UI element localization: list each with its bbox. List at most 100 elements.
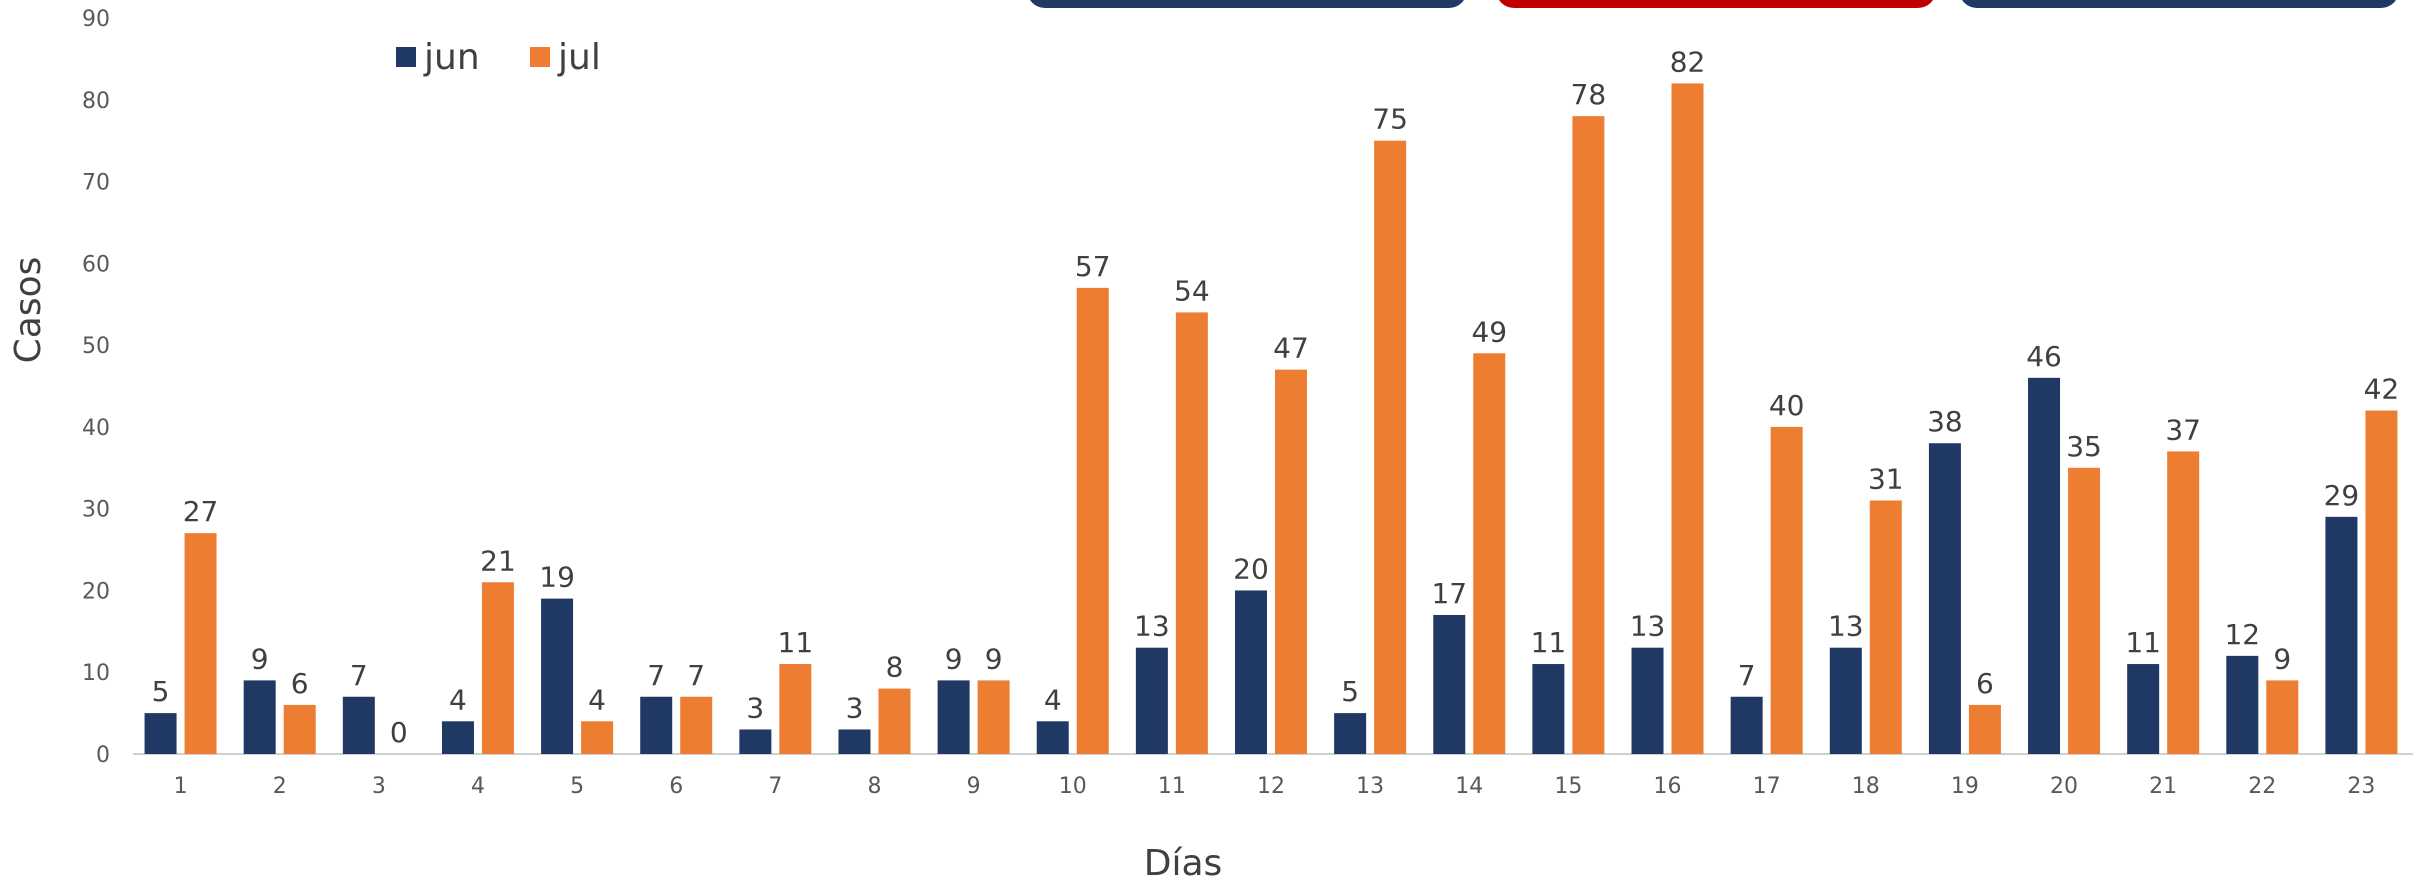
legend-label-jul: jul: [557, 37, 601, 78]
bar-jul-21: [2167, 451, 2200, 754]
bar-jun-4: [441, 721, 474, 754]
data-label-jun-14: 17: [1431, 577, 1467, 610]
bar-jun-23: [2325, 516, 2358, 754]
data-label-jul-21: 37: [2165, 413, 2201, 446]
x-tick-label: 10: [1059, 774, 1087, 799]
bar-jun-7: [739, 729, 772, 754]
x-tick-label: 8: [867, 774, 881, 799]
y-tick-label: 10: [82, 661, 110, 686]
x-tick-label: 5: [570, 774, 584, 799]
data-label-jun-3: 7: [350, 659, 368, 692]
bar-jul-10: [1076, 287, 1109, 754]
x-tick-label: 7: [768, 774, 782, 799]
bar-jun-21: [2127, 664, 2160, 754]
bar-jul-9: [977, 680, 1010, 754]
data-label-jul-12: 47: [1273, 332, 1309, 365]
bar-jun-15: [1532, 664, 1565, 754]
data-label-jun-4: 4: [449, 683, 467, 716]
top-tabs: [1030, 0, 2396, 8]
data-label-jul-2: 6: [291, 667, 309, 700]
bar-jun-13: [1334, 713, 1367, 754]
bar-jun-1: [144, 713, 177, 754]
y-tick-label: 80: [82, 89, 110, 114]
bar-jul-19: [1968, 704, 2001, 754]
data-label-jun-9: 9: [945, 642, 963, 675]
data-label-jun-16: 13: [1630, 610, 1666, 643]
x-tick-label: 1: [174, 774, 188, 799]
data-label-jun-12: 20: [1233, 552, 1269, 585]
x-tick-label: 11: [1158, 774, 1186, 799]
data-label-jul-5: 4: [588, 683, 606, 716]
x-tick-label: 17: [1753, 774, 1781, 799]
data-label-jun-23: 29: [2324, 479, 2360, 512]
data-label-jun-17: 7: [1738, 659, 1756, 692]
x-tick-label: 16: [1654, 774, 1682, 799]
x-tick-label: 21: [2149, 774, 2177, 799]
legend-swatch-jun: [396, 47, 416, 67]
data-label-jun-11: 13: [1134, 610, 1170, 643]
bar-jul-18: [1869, 500, 1902, 754]
y-tick-label: 0: [96, 743, 110, 768]
bar-jul-4: [481, 582, 514, 754]
data-label-jul-10: 57: [1075, 250, 1111, 283]
data-label-jul-6: 7: [687, 659, 705, 692]
data-label-jun-20: 46: [2026, 340, 2062, 373]
bar-jul-17: [1770, 426, 1803, 754]
top-tab-shape: [1962, 0, 2396, 8]
x-tick-label: 6: [669, 774, 683, 799]
legend-swatch-jul: [530, 47, 550, 67]
x-tick-label: 12: [1257, 774, 1285, 799]
x-tick-label: 4: [471, 774, 485, 799]
bar-jun-8: [838, 729, 871, 754]
bar-jun-6: [640, 696, 673, 754]
x-tick-label: 2: [273, 774, 287, 799]
x-tick-label: 15: [1554, 774, 1582, 799]
bar-jun-17: [1730, 696, 1763, 754]
x-tick-label: 18: [1852, 774, 1880, 799]
y-tick-label: 40: [82, 416, 110, 441]
y-tick-label: 20: [82, 579, 110, 604]
y-axis-title: Casos: [8, 257, 49, 364]
data-label-jun-22: 12: [2224, 618, 2260, 651]
bar-jun-22: [2226, 655, 2259, 754]
x-axis-title: Días: [1144, 843, 1223, 879]
y-tick-label: 30: [82, 498, 110, 523]
data-label-jun-10: 4: [1044, 683, 1062, 716]
bar-jun-16: [1631, 647, 1664, 754]
data-label-jul-17: 40: [1769, 389, 1805, 422]
bar-jul-11: [1175, 312, 1208, 754]
data-label-jun-8: 3: [846, 691, 864, 724]
x-tick-label: 13: [1356, 774, 1384, 799]
data-label-jul-19: 6: [1976, 667, 1994, 700]
x-tick-label: 23: [2347, 774, 2375, 799]
bar-jul-2: [283, 704, 316, 754]
bar-jul-13: [1374, 140, 1407, 754]
data-label-jun-18: 13: [1828, 610, 1864, 643]
bar-jun-5: [541, 598, 574, 754]
x-tick-label: 14: [1455, 774, 1483, 799]
bar-jul-1: [184, 533, 217, 754]
bar-jul-20: [2068, 467, 2101, 754]
data-label-jul-14: 49: [1471, 315, 1507, 348]
legend: jun jul: [396, 37, 601, 78]
data-label-jul-9: 9: [985, 642, 1003, 675]
bar-jun-10: [1036, 721, 1069, 754]
data-label-jun-2: 9: [251, 642, 269, 675]
data-label-jun-5: 19: [539, 561, 575, 594]
data-label-jun-13: 5: [1341, 675, 1359, 708]
data-label-jun-19: 38: [1927, 405, 1963, 438]
bar-jul-23: [2365, 410, 2398, 754]
data-label-jul-3: 0: [390, 716, 408, 749]
y-tick-label: 70: [82, 171, 110, 196]
bar-jul-16: [1671, 83, 1704, 754]
bar-jun-9: [937, 680, 970, 754]
data-label-jul-13: 75: [1372, 103, 1408, 136]
data-label-jul-4: 21: [480, 544, 516, 577]
bar-jun-11: [1135, 647, 1168, 754]
data-label-jul-18: 31: [1868, 462, 1904, 495]
bar-jul-14: [1473, 353, 1506, 754]
data-label-jun-6: 7: [647, 659, 665, 692]
bar-jul-8: [878, 688, 911, 754]
